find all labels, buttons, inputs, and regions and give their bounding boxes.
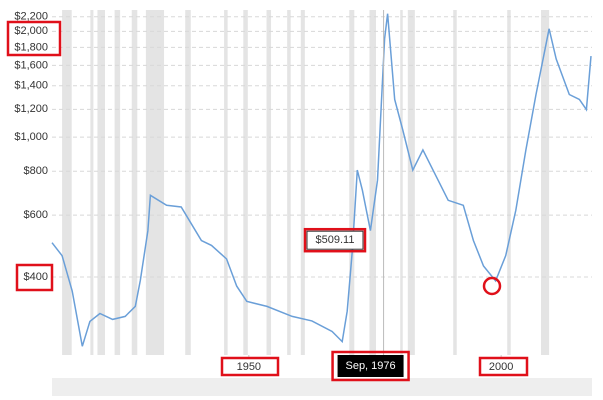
y-tick-label: $400 <box>24 271 48 283</box>
highlight-box <box>331 350 410 382</box>
y-tick-label: $1,200 <box>14 103 48 115</box>
recession-band <box>266 10 272 355</box>
recession-band <box>541 10 550 355</box>
y-tick-label: $1,600 <box>14 59 48 71</box>
x-tick-label: 2000 <box>489 361 513 373</box>
recession-band <box>224 10 228 355</box>
recession-band <box>369 10 376 355</box>
y-tick-label: $2,200 <box>14 11 48 23</box>
price-line <box>51 13 592 347</box>
recession-band <box>90 10 94 355</box>
hover-date-box <box>337 355 404 377</box>
y-tick-label: $600 <box>24 209 48 221</box>
recession-band <box>287 10 291 355</box>
recession-band <box>114 10 121 355</box>
recession-band <box>507 10 511 355</box>
recession-band <box>185 10 191 355</box>
recession-band <box>62 10 72 355</box>
y-tick-label: $2,000 <box>14 25 48 37</box>
recession-band <box>453 10 457 355</box>
highlight-box <box>478 356 529 377</box>
hover-date-label: Sep, 1976 <box>345 360 395 372</box>
y-tick-label: $1,000 <box>14 131 48 143</box>
y-tick-label: $1,800 <box>14 41 48 53</box>
recession-band <box>131 10 138 355</box>
recession-band <box>145 10 165 355</box>
recession-band <box>400 10 403 355</box>
y-tick-label: $1,400 <box>14 80 48 92</box>
highlight-box <box>15 263 54 292</box>
hover-value-label: $509.11 <box>316 234 355 246</box>
y-tick-label: $800 <box>24 165 48 177</box>
x-tick-label: 1950 <box>237 361 261 373</box>
recession-band <box>407 10 415 355</box>
highlight-box <box>6 20 62 57</box>
recession-band <box>97 10 105 355</box>
highlight-circle <box>482 276 502 296</box>
highlight-box <box>303 227 367 253</box>
hover-value-box <box>306 230 364 250</box>
navigator[interactable] <box>52 378 592 396</box>
recession-band <box>349 10 355 355</box>
highlight-box <box>220 356 280 377</box>
recession-band <box>243 10 248 355</box>
recession-band <box>300 10 305 355</box>
